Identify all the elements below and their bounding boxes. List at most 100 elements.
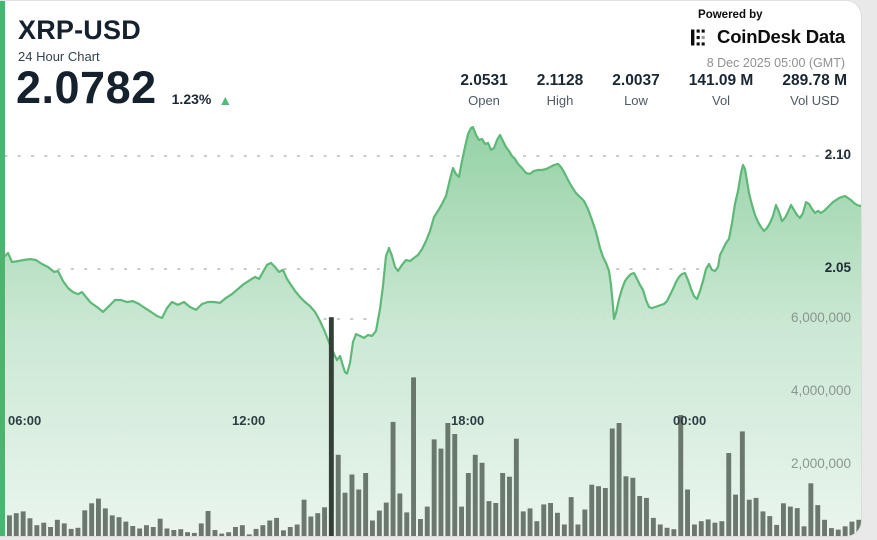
volume-bar <box>801 526 807 536</box>
volume-bar <box>390 421 396 536</box>
volume-bar <box>144 525 149 536</box>
volume-bar <box>157 518 163 536</box>
volume-bar <box>712 522 718 536</box>
volume-bar <box>424 506 430 536</box>
volume-bar <box>842 526 848 536</box>
volume-bar <box>48 527 53 536</box>
volume-bar <box>342 492 348 536</box>
branding-block: Powered by CoinDesk Data <box>690 9 845 48</box>
volume-bar <box>418 519 423 536</box>
volume-bar <box>472 454 478 536</box>
volume-bar <box>849 521 855 536</box>
volume-bar <box>41 522 47 536</box>
volume-bar <box>445 423 451 536</box>
volume-bar <box>767 516 773 536</box>
volume-bar <box>534 521 540 536</box>
up-arrow-icon: ▲ <box>218 91 233 108</box>
time-tick-label: 00:00 <box>673 413 707 428</box>
volume-bar <box>376 510 382 536</box>
volume-bar <box>54 519 60 536</box>
volume-bar <box>856 519 861 536</box>
volume-bar <box>281 530 286 536</box>
stat-volume-usd-label: Vol USD <box>790 93 840 108</box>
volume-bar <box>287 527 293 536</box>
stat-high-value: 2.1128 <box>536 72 584 89</box>
volume-bar <box>267 520 273 536</box>
volume-bar <box>438 448 444 536</box>
volume-bar <box>68 528 74 536</box>
volume-bar <box>787 506 793 536</box>
volume-bar <box>630 477 636 536</box>
volume-bar <box>541 504 547 536</box>
volume-bar <box>315 513 321 536</box>
volume-bar <box>657 524 663 536</box>
volume-tick-label: 4,000,000 <box>790 383 851 398</box>
ohlc-stats-row: 2.0531 Open 2.1128 High 2.0037 Low 141.0… <box>460 72 847 108</box>
volume-tick-label: 2,000,000 <box>790 456 851 471</box>
volume-bar <box>760 511 766 536</box>
volume-bar <box>602 488 608 536</box>
last-price-row: 2.0782 1.23% ▲ <box>16 65 232 110</box>
change-percent: 1.23% <box>171 91 212 107</box>
stat-low-label: Low <box>624 93 648 108</box>
volume-bar <box>596 486 601 536</box>
volume-bar <box>89 503 95 536</box>
volume-bar <box>178 529 184 536</box>
volume-bar <box>746 499 752 536</box>
volume-bar <box>20 511 26 536</box>
volume-bar <box>678 415 684 536</box>
powered-by-label: Powered by <box>698 9 763 21</box>
volume-bar <box>123 521 129 536</box>
volume-bar <box>739 431 745 536</box>
volume-bar <box>589 484 595 536</box>
volume-bar <box>486 501 492 536</box>
volume-bar <box>500 473 506 536</box>
volume-bar <box>794 508 800 536</box>
volume-bar <box>520 511 526 536</box>
volume-bar <box>301 499 307 536</box>
stat-open-label: Open <box>468 93 500 108</box>
volume-bar <box>609 428 615 536</box>
volume-tick-label: 6,000,000 <box>790 310 851 325</box>
volume-bar <box>452 434 458 536</box>
volume-bar <box>363 473 369 536</box>
volume-bar <box>507 476 512 536</box>
stat-open-value: 2.0531 <box>460 72 508 89</box>
volume-bar <box>198 523 204 536</box>
volume-bar <box>555 512 560 536</box>
volume-bar <box>205 511 211 536</box>
volume-bar <box>829 528 834 536</box>
volume-bar <box>219 533 225 536</box>
volume-bar <box>137 528 143 536</box>
volume-bar <box>130 526 136 536</box>
volume-bar <box>623 476 629 536</box>
volume-bar <box>75 527 81 536</box>
volume-bar <box>253 528 259 536</box>
volume-bar <box>349 474 355 536</box>
volume-bar <box>664 527 670 536</box>
price-area-series <box>3 125 861 536</box>
volume-bar <box>171 530 177 536</box>
price-volume-chart[interactable] <box>0 1 862 537</box>
volume-bar <box>493 503 499 536</box>
volume-bar <box>548 503 553 536</box>
time-tick-label: 12:00 <box>232 413 266 428</box>
volume-bar <box>411 377 416 536</box>
volume-bar <box>370 520 375 536</box>
chart-period-subtitle: 24 Hour Chart <box>18 49 100 64</box>
volume-bar <box>404 512 410 536</box>
volume-bar <box>733 494 738 536</box>
chart-timestamp: 8 Dec 2025 05:00 (GMT) <box>706 56 845 70</box>
volume-bar <box>465 473 471 536</box>
volume-bar <box>294 524 300 536</box>
coindesk-dots-logo-icon <box>691 29 705 45</box>
volume-bar <box>150 527 156 536</box>
volume-bar <box>808 483 814 536</box>
volume-bar <box>650 517 656 536</box>
provider-name: CoinDesk Data <box>717 26 845 47</box>
volume-bar <box>13 513 19 536</box>
volume-bar <box>109 515 115 536</box>
volume-bar <box>239 525 245 536</box>
provider-logo-row[interactable]: CoinDesk Data <box>690 26 845 48</box>
last-price: 2.0782 <box>16 62 157 113</box>
